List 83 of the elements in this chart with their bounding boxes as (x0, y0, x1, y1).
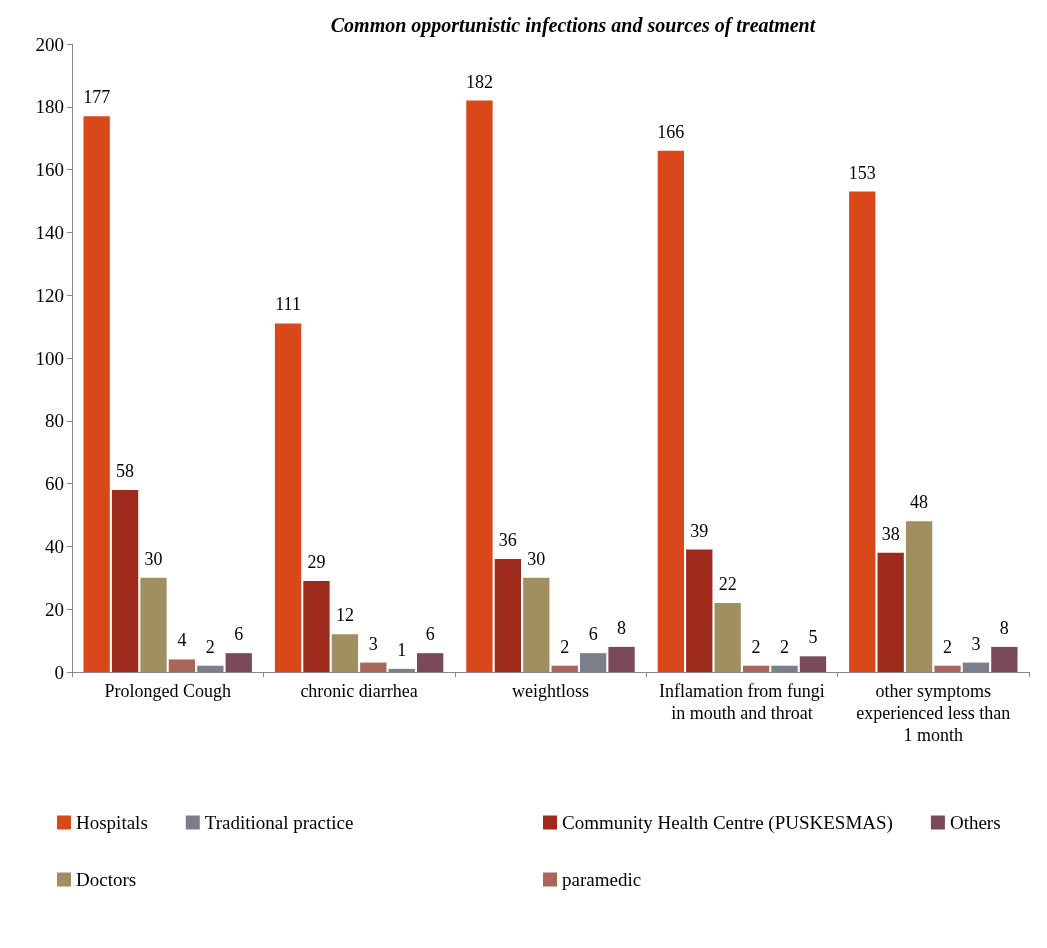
data-label: 6 (425, 624, 435, 645)
data-label: 29 (307, 551, 326, 572)
bar (742, 665, 770, 672)
data-label: 6 (588, 624, 598, 645)
y-tick-label: 140 (35, 221, 64, 243)
bar (523, 577, 550, 672)
legend-label: Hospitals (76, 812, 148, 833)
y-tick-label: 100 (35, 347, 64, 369)
bar (111, 489, 139, 672)
legend-label: Doctors (76, 869, 137, 890)
data-label: 2 (751, 636, 761, 657)
data-label: 36 (498, 529, 517, 550)
data-label: 39 (690, 520, 709, 541)
data-label: 177 (83, 87, 111, 108)
legend-label: paramedic (562, 869, 642, 890)
data-label: 153 (848, 162, 876, 183)
x-tick-label: weightloss (511, 681, 590, 701)
data-label: 2 (560, 636, 570, 657)
bar (83, 116, 110, 672)
bar (714, 602, 741, 672)
data-label: 166 (657, 121, 685, 142)
data-label: 2 (943, 636, 953, 657)
bar (360, 662, 387, 672)
bar (303, 580, 330, 672)
y-tick-label: 160 (35, 159, 64, 181)
data-label: 111 (275, 294, 301, 315)
data-label: 4 (177, 630, 187, 651)
data-label: 5 (808, 627, 818, 648)
data-label: 2 (205, 636, 215, 657)
bar (771, 665, 798, 672)
x-tick-label: chronic diarrhea (300, 681, 418, 701)
bar (905, 521, 933, 672)
data-label: 8 (999, 617, 1009, 638)
bar (608, 646, 635, 672)
bar (197, 665, 224, 672)
data-label: 30 (144, 548, 163, 569)
bar (140, 577, 167, 672)
bar (417, 653, 444, 672)
bar (494, 558, 522, 672)
data-label: 2 (780, 636, 790, 657)
bar (877, 552, 904, 672)
bar (274, 323, 302, 672)
legend-label: Community Health Centre (PUSKESMAS) (562, 812, 893, 834)
data-label: 48 (910, 492, 929, 513)
bar (331, 634, 359, 672)
bar (799, 656, 827, 672)
data-label: 1 (397, 639, 407, 660)
data-label: 6 (234, 624, 244, 645)
bar (934, 665, 961, 672)
y-tick-label: 200 (35, 33, 64, 55)
data-label: 182 (465, 71, 493, 92)
bar (168, 659, 196, 672)
y-tick-label: 120 (35, 284, 64, 306)
legend-label: Traditional practice (204, 812, 354, 833)
x-tick-label: other symptoms experienced less than 1 month (856, 681, 1011, 745)
y-tick-label: 180 (35, 96, 64, 118)
bar (962, 662, 990, 672)
y-tick-label: 40 (45, 535, 64, 557)
bar (579, 653, 607, 672)
data-label: 30 (527, 548, 546, 569)
data-label: 22 (718, 573, 737, 594)
bar (991, 646, 1018, 672)
bar (849, 191, 876, 672)
y-tick-label: 80 (45, 410, 64, 432)
y-tick-label: 60 (45, 473, 64, 495)
bar (388, 668, 415, 672)
y-tick-label: 0 (54, 661, 64, 683)
bar (657, 150, 684, 672)
x-tick-label: Prolonged Cough (104, 681, 231, 701)
data-label: 58 (116, 460, 135, 481)
bar (551, 665, 578, 672)
chart-title: Common opportunistic infections and sources of treatment (330, 14, 817, 37)
data-label: 3 (368, 633, 378, 654)
bar (466, 100, 493, 672)
y-tick-label: 20 (45, 598, 64, 620)
bar (686, 549, 713, 672)
data-label: 3 (971, 633, 981, 654)
data-label: 8 (617, 617, 627, 638)
data-label: 12 (335, 605, 354, 626)
bar (225, 653, 252, 672)
data-label: 38 (881, 523, 900, 544)
legend-label: Others (949, 812, 1001, 833)
x-tick-label: Inflamation from fungi in mouth and throat (658, 681, 825, 723)
